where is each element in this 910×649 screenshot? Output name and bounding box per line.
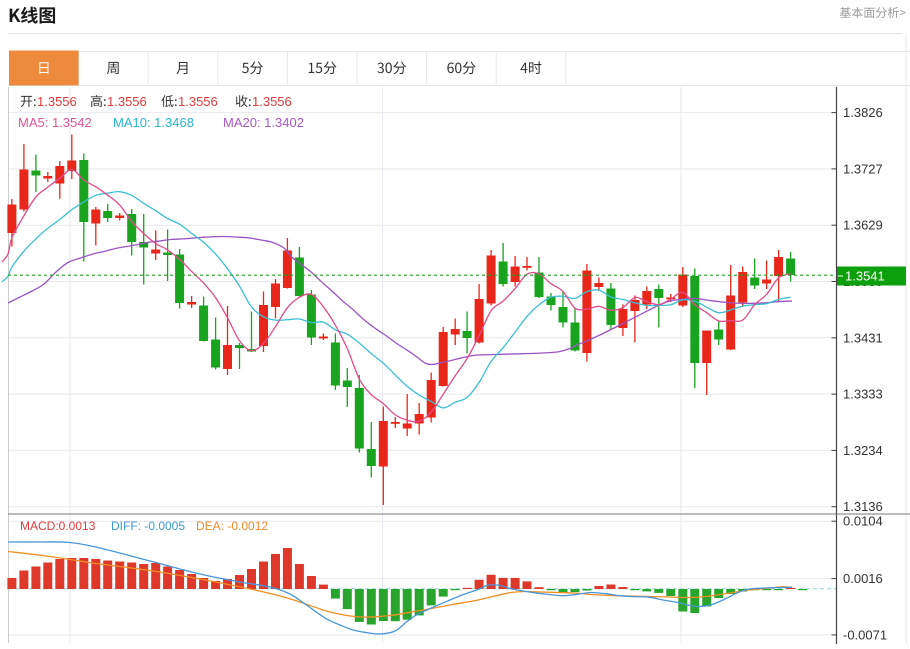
- svg-text:0.0104: 0.0104: [843, 514, 883, 529]
- svg-text:MA10: 1.3468: MA10: 1.3468: [113, 115, 194, 130]
- svg-text:DEA: -0.0012: DEA: -0.0012: [196, 519, 268, 533]
- svg-text:MA5: 1.3542: MA5: 1.3542: [18, 115, 92, 130]
- svg-text:1.3431: 1.3431: [843, 330, 883, 345]
- svg-text:0.0016: 0.0016: [843, 571, 883, 586]
- svg-text:1.3556: 1.3556: [178, 94, 218, 109]
- svg-text:1.3629: 1.3629: [843, 218, 883, 233]
- svg-text:DIFF: -0.0005: DIFF: -0.0005: [111, 519, 185, 533]
- svg-text:1.3556: 1.3556: [107, 94, 147, 109]
- svg-text:-0.0071: -0.0071: [843, 627, 887, 642]
- svg-text:1.3541: 1.3541: [845, 269, 885, 284]
- svg-text:1.3136: 1.3136: [843, 499, 883, 514]
- svg-text:1.3333: 1.3333: [843, 387, 883, 402]
- svg-text:1.3556: 1.3556: [252, 94, 292, 109]
- svg-text:1.3727: 1.3727: [843, 161, 883, 176]
- svg-text:1.3826: 1.3826: [843, 105, 883, 120]
- svg-text:MA20: 1.3402: MA20: 1.3402: [223, 115, 304, 130]
- svg-text:1.3556: 1.3556: [37, 94, 77, 109]
- svg-text:1.3234: 1.3234: [843, 443, 883, 458]
- svg-text:MACD:0.0013: MACD:0.0013: [20, 519, 96, 533]
